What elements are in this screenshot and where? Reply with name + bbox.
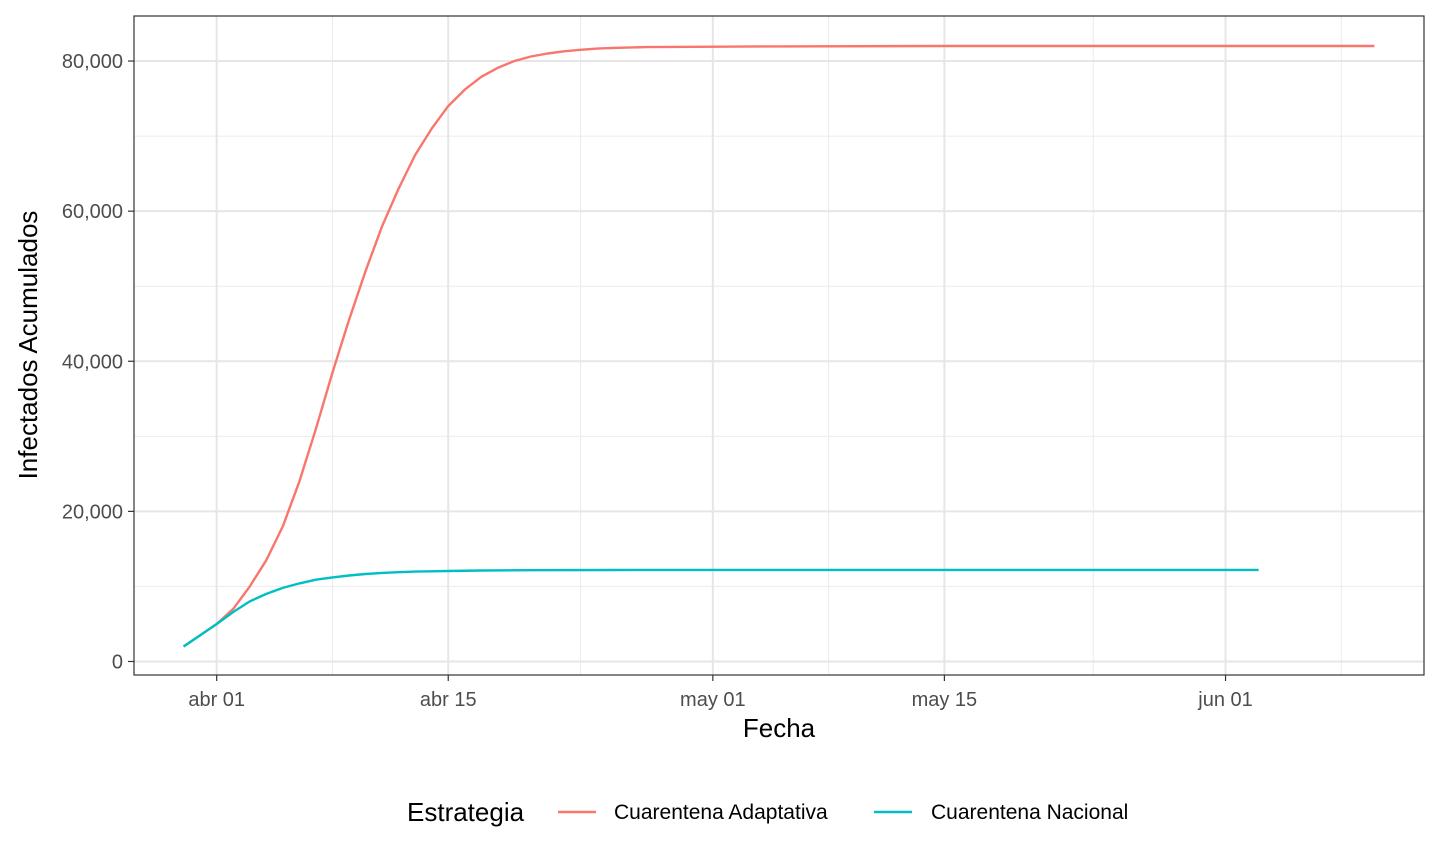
y-axis: 0 20,000 40,000 60,000 80,000: [62, 51, 134, 673]
y-tick-label: 40,000: [62, 351, 123, 373]
y-tick-label: 0: [112, 651, 123, 673]
series-line-cuarentena-nacional: [182, 568, 1259, 648]
legend-label-nacional: Cuarentena Nacional: [931, 801, 1128, 824]
major-gridlines: [134, 16, 1424, 675]
x-tick-label: abr 15: [420, 689, 477, 711]
x-tick-label: abr 01: [188, 689, 245, 711]
minor-gridlines: [134, 16, 1424, 675]
y-tick-label: 60,000: [62, 201, 123, 223]
legend: Estrategia Cuarentena Adaptativa Cuarent…: [407, 797, 1128, 827]
x-axis-title: Fecha: [743, 713, 816, 743]
y-axis-title: Infectados Acumulados: [13, 211, 43, 480]
panel-background: [134, 16, 1424, 675]
panel-border: [133, 15, 1425, 676]
legend-title: Estrategia: [407, 797, 525, 827]
x-tick-label: may 01: [680, 689, 746, 711]
y-tick-label: 80,000: [62, 51, 123, 73]
x-axis: abr 01 abr 15 may 01 may 15 jun 01: [188, 675, 1253, 711]
x-tick-label: jun 01: [1197, 689, 1253, 711]
x-tick-label: may 15: [912, 689, 978, 711]
series-lines: [182, 44, 1375, 648]
series-line-cuarentena-adaptativa: [182, 44, 1375, 648]
y-tick-label: 20,000: [62, 501, 123, 523]
legend-label-adaptativa: Cuarentena Adaptativa: [614, 801, 828, 824]
